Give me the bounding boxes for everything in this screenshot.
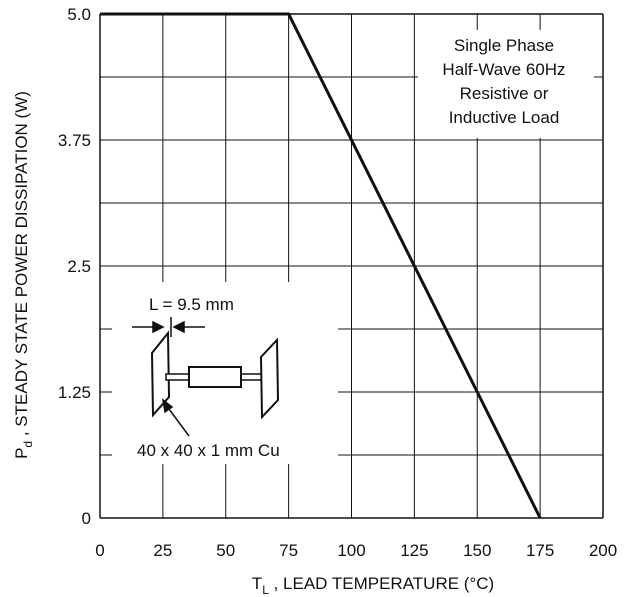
left-lead bbox=[165, 373, 191, 381]
x-tick-labels: 0 25 50 75 100 125 150 175 200 bbox=[95, 541, 617, 560]
left-heatsink-plate bbox=[150, 330, 171, 418]
annotation-backdrop bbox=[418, 30, 594, 138]
annotation-line-4: Inductive Load bbox=[449, 108, 560, 127]
heatsink-label: 40 x 40 x 1 mm Cu bbox=[137, 441, 280, 460]
heatsink-callout-arrow bbox=[161, 398, 190, 437]
y-axis-label: Pd , STEADY STATE POWER DISSIPATION (W) bbox=[12, 91, 35, 459]
x-axis-label: TL , LEAD TEMPERATURE (°C) bbox=[252, 574, 494, 597]
y-tick-label: 1.25 bbox=[58, 383, 91, 402]
x-tick-label: 75 bbox=[279, 541, 298, 560]
y-tick-label: 0 bbox=[82, 509, 91, 528]
y-tick-label: 3.75 bbox=[58, 131, 91, 150]
x-tick-label: 150 bbox=[463, 541, 491, 560]
y-tick-label: 5.0 bbox=[67, 5, 91, 24]
y-tick-labels: 0 1.25 2.5 3.75 5.0 bbox=[58, 5, 91, 528]
x-tick-label: 175 bbox=[526, 541, 554, 560]
y-tick-label: 2.5 bbox=[67, 257, 91, 276]
series-line bbox=[100, 12, 542, 519]
dimension-label: L = 9.5 mm bbox=[149, 295, 234, 314]
x-tick-label: 50 bbox=[216, 541, 235, 560]
x-tick-label: 200 bbox=[589, 541, 617, 560]
annotation-line-3: Resistive or bbox=[460, 84, 549, 103]
dimension-arrows bbox=[132, 317, 205, 337]
x-tick-label: 100 bbox=[337, 541, 365, 560]
x-tick-label: 125 bbox=[400, 541, 428, 560]
x-tick-label: 0 bbox=[95, 541, 104, 560]
diode-body bbox=[188, 366, 242, 388]
annotation-line-1: Single Phase bbox=[454, 36, 554, 55]
right-heatsink-plate bbox=[259, 337, 280, 420]
x-tick-label: 25 bbox=[153, 541, 172, 560]
right-lead bbox=[239, 373, 263, 381]
annotation-line-2: Half-Wave 60Hz bbox=[442, 60, 565, 79]
